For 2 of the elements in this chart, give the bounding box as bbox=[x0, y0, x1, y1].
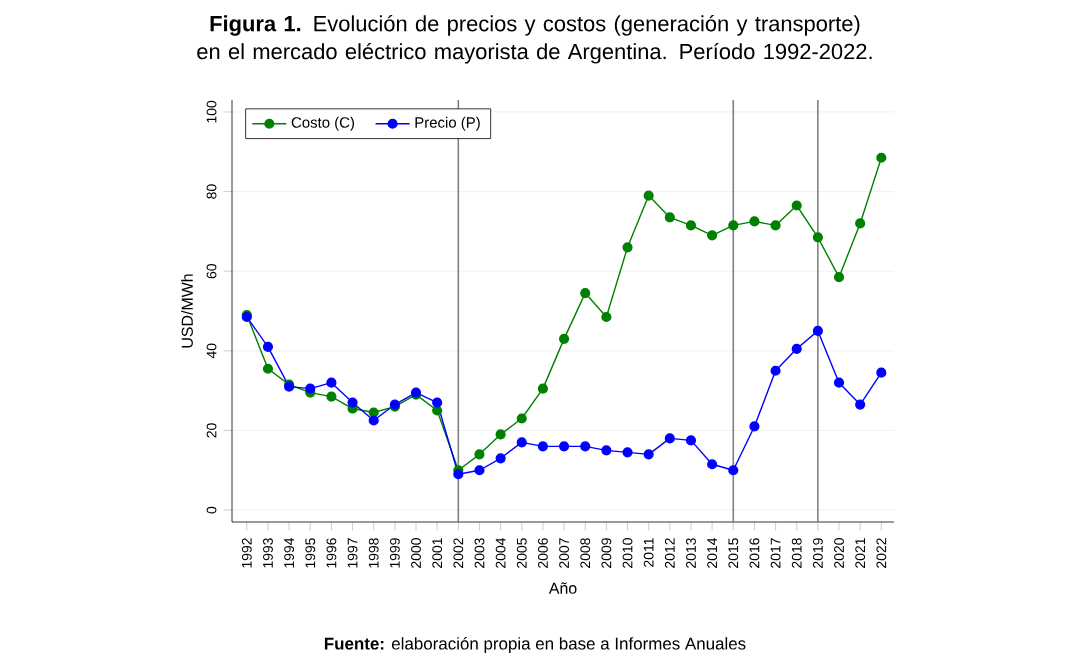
chart-title: Figura 1. Evolución de precios y costos (generación y transporte) en el mercado eléctrico mayorista de Argentina. Período 1992-2022. bbox=[197, 15, 872, 64]
text: Fuente: elaboración propia en base a Informes Anuales bbox=[324, 636, 746, 653]
